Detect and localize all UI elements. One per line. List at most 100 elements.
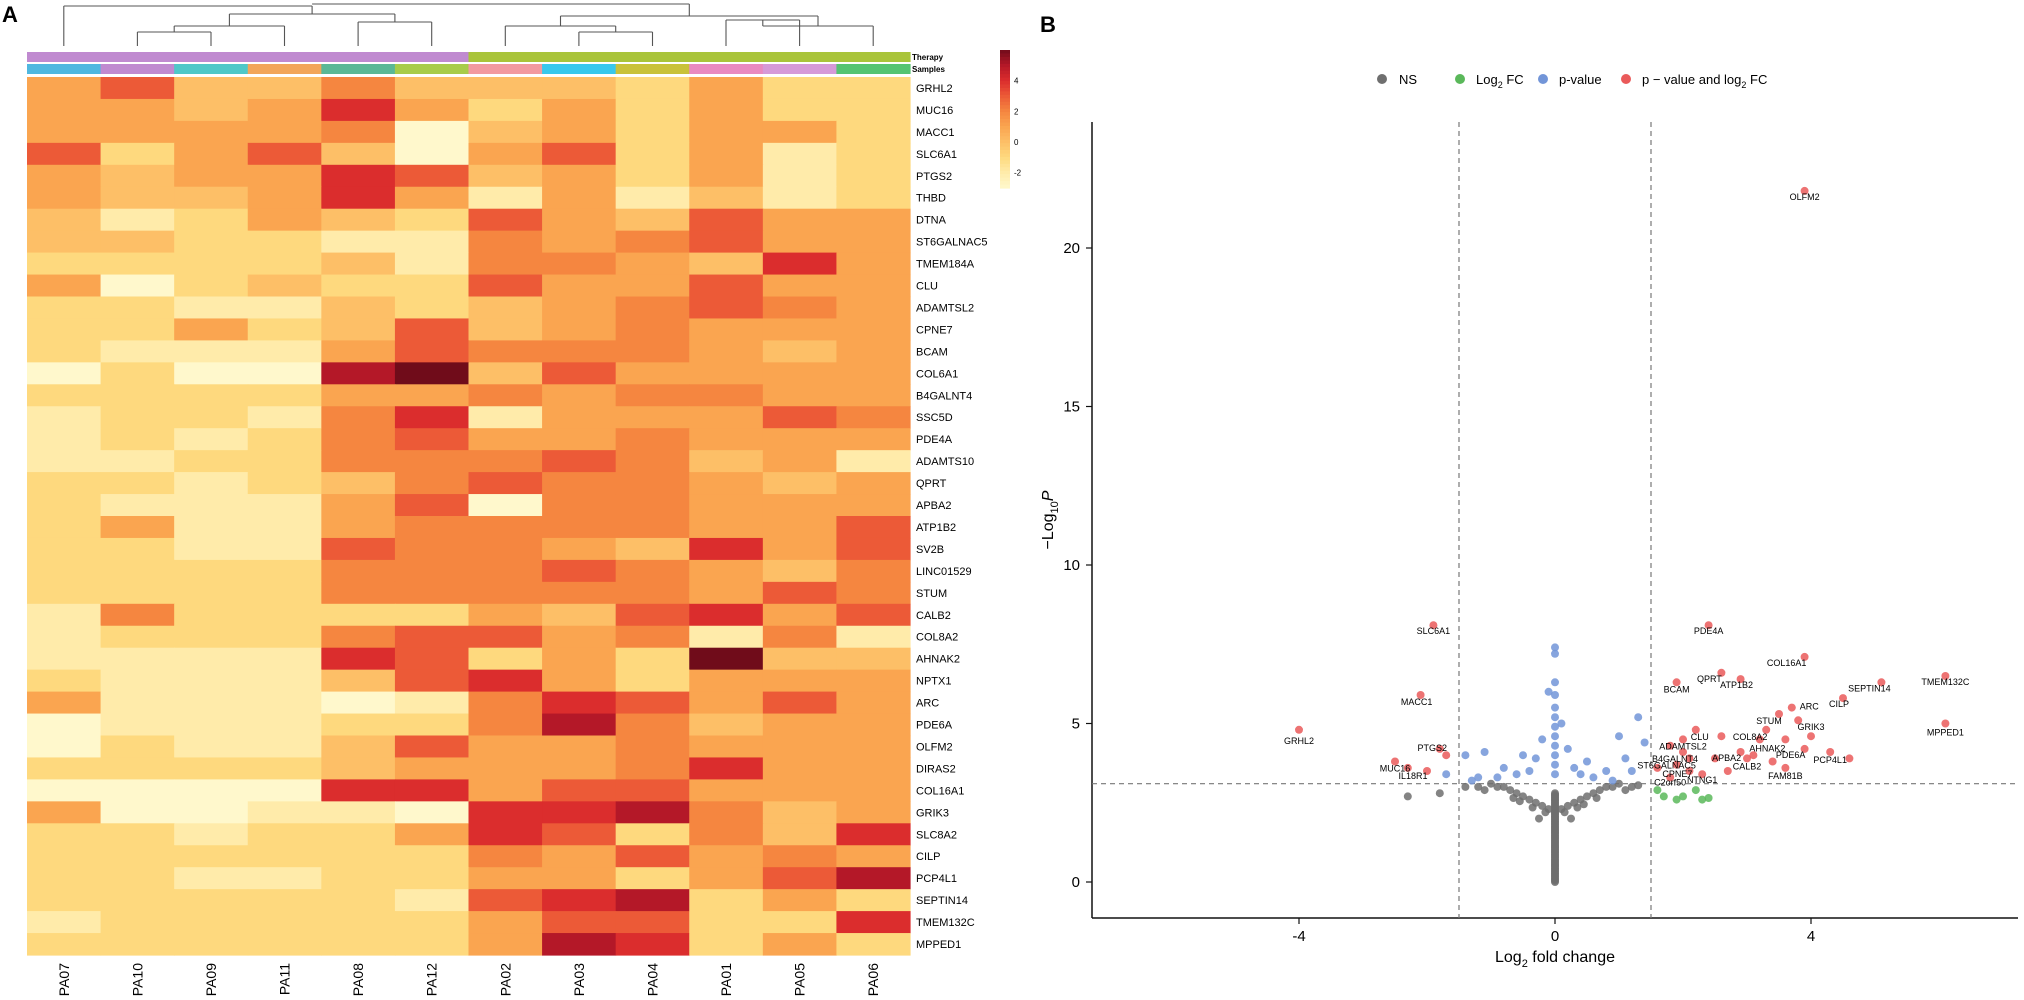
heatmap-cell [615, 120, 690, 144]
heatmap-cell [247, 142, 322, 166]
heatmap-cell [100, 164, 175, 188]
volcano-point-both [1800, 744, 1809, 753]
heatmap-cell [100, 625, 175, 649]
volcano-point-ns [1567, 814, 1575, 823]
heatmap-cell [468, 559, 543, 583]
heatmap-cell [247, 537, 322, 561]
heatmap-cell [468, 208, 543, 232]
heatmap-cell [100, 406, 175, 429]
volcano-point-fc [1672, 795, 1681, 804]
heatmap-cell [689, 735, 764, 759]
volcano-point-ns [1499, 782, 1508, 791]
volcano-point-both [1416, 691, 1425, 699]
heatmap-cell [836, 537, 911, 561]
heatmap-cell [394, 779, 470, 802]
heatmap-cell [394, 625, 470, 649]
heatmap-cell [27, 713, 102, 737]
heatmap-cell [468, 142, 543, 166]
legend-fc-marker [1455, 74, 1465, 84]
volcano-point-both [1442, 751, 1451, 760]
heatmap-cell [174, 691, 249, 715]
heatmap-cell [321, 450, 396, 473]
volcano-point-p [1538, 735, 1547, 744]
sample-label: PA09 [203, 963, 219, 996]
heatmap-cell [836, 186, 911, 210]
heatmap-cell [100, 77, 175, 100]
x-axis-title: Log2 fold change [1495, 949, 1615, 970]
heatmap-cell [615, 713, 690, 737]
heatmap-cell [542, 494, 617, 517]
heatmap-cell [836, 406, 911, 429]
point-label-slc6a1: SLC6A1 [1417, 626, 1451, 636]
heatmap-cell [468, 933, 543, 956]
heatmap-cell [542, 889, 617, 912]
heatmap-cell [542, 603, 617, 627]
volcano-point-p [1570, 763, 1579, 772]
heatmap-cell [100, 801, 175, 824]
volcano-point-p [1551, 649, 1559, 658]
gene-label: TMEM132C [916, 917, 975, 929]
colorbar-segment [1000, 129, 1010, 134]
volcano-point-both [1781, 763, 1790, 772]
colorbar-segment [1000, 84, 1010, 89]
heatmap-cell [689, 428, 764, 451]
heatmap-cell [27, 472, 102, 495]
colorbar-segment [1000, 91, 1010, 96]
gene-label: CILP [916, 851, 940, 863]
volcano-point-p [1557, 719, 1566, 728]
point-label-olfm2: OLFM2 [1790, 192, 1820, 202]
sample-labels: PA07 PA10 PA09 PA11 PA08 PA12 PA02 PA03 PA04 PA01… [56, 963, 881, 996]
heatmap-cell [542, 252, 617, 276]
heatmap-cell [27, 318, 102, 341]
volcano-point-ns [1474, 782, 1483, 791]
heatmap-cell [174, 208, 249, 232]
heatmap-cell [247, 120, 322, 144]
heatmap-cell [100, 186, 175, 210]
volcano-point-both [1781, 735, 1790, 744]
heatmap-cell [100, 208, 175, 232]
heatmap-cell [27, 669, 102, 693]
heatmap-cell [762, 406, 838, 429]
heatmap-cell [762, 318, 838, 341]
heatmap-cell [27, 559, 102, 583]
heatmap-cell [836, 757, 911, 780]
heatmap-cell [615, 735, 690, 759]
heatmap-cell [100, 669, 175, 693]
sample-label: PA11 [277, 963, 293, 995]
heatmap-cell [100, 120, 175, 144]
volcano-point-p [1634, 713, 1643, 722]
heatmap-cell [762, 603, 838, 627]
volcano-point-both [1685, 767, 1694, 775]
heatmap-cell [542, 845, 617, 868]
heatmap-cell [174, 98, 249, 122]
volcano-point-ns [1560, 808, 1569, 817]
heatmap-cell [689, 757, 764, 780]
heatmap-cell [542, 516, 617, 539]
heatmap-cell [174, 537, 249, 561]
heatmap-cell [689, 340, 764, 363]
heatmap-cell [615, 472, 690, 495]
heatmap-cell [542, 120, 617, 144]
volcano-point-ns [1583, 792, 1591, 801]
heatmap-cell [174, 142, 249, 166]
colorbar-segment [1000, 184, 1010, 189]
heatmap-cell [247, 252, 322, 276]
colorbar-segment [1000, 115, 1010, 120]
heatmap-cell [762, 845, 838, 868]
heatmap-cell [247, 581, 322, 605]
point-label-c2orf50: C2orf50 [1654, 777, 1686, 787]
heatmap-cell [247, 450, 322, 473]
heatmap-cell [27, 274, 102, 298]
point-label-cpne7: CPNE7 [1662, 769, 1692, 779]
heatmap-cell [836, 735, 911, 759]
heatmap-cell [468, 647, 543, 671]
point-label-grhl2: GRHL2 [1284, 736, 1314, 746]
heatmap-cell [689, 384, 764, 407]
heatmap-cell [321, 669, 396, 693]
gene-label: QPRT [916, 478, 947, 490]
therapy-annotation-cell [836, 52, 911, 62]
heatmap-cell [394, 911, 470, 934]
heatmap-cell [27, 625, 102, 649]
volcano-point-ns [1551, 789, 1559, 798]
sample-label: PA04 [645, 963, 661, 996]
